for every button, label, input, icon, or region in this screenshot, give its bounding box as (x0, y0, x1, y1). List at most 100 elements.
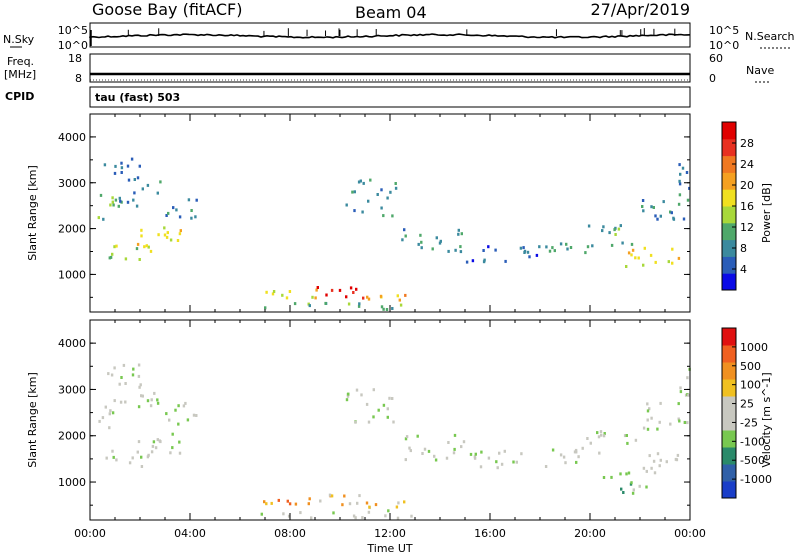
data-cell (352, 514, 356, 518)
data-cell (311, 295, 314, 299)
data-cell (159, 180, 162, 184)
data-cell (137, 440, 141, 444)
data-cell (136, 176, 140, 180)
data-cell (645, 469, 648, 473)
data-cell (324, 301, 327, 305)
power-panel-frame (89, 113, 691, 313)
data-cell (445, 456, 449, 460)
data-cell (319, 499, 322, 503)
data-cell (271, 292, 275, 296)
data-cell (360, 393, 363, 397)
data-cell (405, 435, 409, 439)
data-cell (131, 456, 134, 460)
data-cell (394, 186, 398, 190)
data-cell (124, 382, 127, 385)
data-cell (586, 245, 590, 249)
data-cell (659, 458, 662, 462)
data-cell (654, 214, 657, 218)
data-cell (178, 440, 181, 444)
data-cell (379, 294, 383, 298)
colorbar-tick-label: 28 (740, 137, 754, 150)
data-cell (338, 288, 342, 292)
data-cell (380, 305, 384, 309)
data-cell (345, 203, 348, 207)
data-cell (111, 411, 115, 415)
data-cell (345, 398, 349, 402)
data-cell (653, 471, 657, 475)
y-tick-label: 3000 (58, 383, 86, 396)
data-cell (172, 206, 175, 210)
data-cell (114, 198, 118, 202)
data-cell (403, 500, 406, 504)
data-cell (678, 163, 681, 167)
data-cell (677, 256, 681, 260)
time-tick-label: 00:00 (74, 527, 106, 540)
data-cell (286, 499, 289, 503)
data-cell (420, 246, 423, 250)
noise-trace (89, 28, 691, 46)
freq-panel-frame (89, 53, 691, 83)
data-cell (656, 427, 659, 431)
data-cell (140, 455, 143, 459)
data-cell (135, 204, 139, 208)
data-cell (367, 510, 371, 514)
colorbar-segment (722, 379, 736, 397)
data-cell (677, 402, 680, 406)
data-cell (473, 456, 477, 460)
data-cell (145, 244, 148, 248)
colorbar-tick-label: 20 (740, 179, 754, 192)
data-cell (469, 452, 473, 456)
data-cell (385, 308, 389, 311)
data-cell (404, 293, 407, 297)
data-cell (599, 430, 603, 434)
data-cell (677, 417, 680, 421)
noise-line (89, 33, 691, 39)
data-cell (625, 434, 628, 437)
data-cell (355, 388, 359, 392)
date-label: 27/Apr/2019 (590, 0, 690, 19)
data-cell (584, 251, 587, 255)
data-cell (147, 245, 150, 249)
data-cell (395, 505, 399, 509)
data-cell (176, 239, 180, 242)
data-cell (138, 164, 141, 168)
colorbar-tick-label: 500 (740, 360, 761, 373)
data-cell (654, 260, 657, 264)
data-cell (620, 487, 623, 491)
data-cell (165, 214, 168, 217)
data-cell (112, 455, 115, 459)
data-cell (603, 432, 606, 435)
data-cell (382, 307, 385, 311)
data-cell (601, 229, 604, 233)
data-cell (637, 256, 640, 260)
data-cell (427, 449, 431, 453)
data-cell (642, 426, 646, 430)
data-cell (679, 390, 683, 394)
data-cell (141, 187, 144, 191)
data-cell (136, 450, 139, 454)
data-cell (498, 451, 501, 455)
colorbar-tick-label: 16 (740, 200, 754, 213)
data-cell (559, 453, 563, 457)
data-cell (156, 438, 159, 442)
data-cell (310, 516, 313, 520)
data-cell (410, 514, 413, 518)
data-cell (136, 242, 140, 246)
data-cell (627, 471, 631, 475)
data-cell (391, 307, 394, 310)
data-cell (359, 179, 362, 183)
time-axis: 00:00 04:00 08:00 12:00 16:00 20:00 00:00 (74, 114, 706, 540)
data-cell (460, 232, 463, 236)
data-cell (396, 294, 399, 298)
data-cell (457, 232, 460, 236)
data-cell (353, 190, 356, 194)
data-cell (559, 242, 563, 246)
data-cell (587, 224, 591, 228)
data-cell (163, 226, 166, 230)
data-cell (642, 209, 645, 213)
data-cell (494, 248, 497, 252)
data-cell (380, 188, 383, 192)
velocity-panel-frame (89, 319, 691, 521)
data-cell (137, 405, 141, 409)
noise-right-tick-top: 10^5 (709, 24, 739, 37)
